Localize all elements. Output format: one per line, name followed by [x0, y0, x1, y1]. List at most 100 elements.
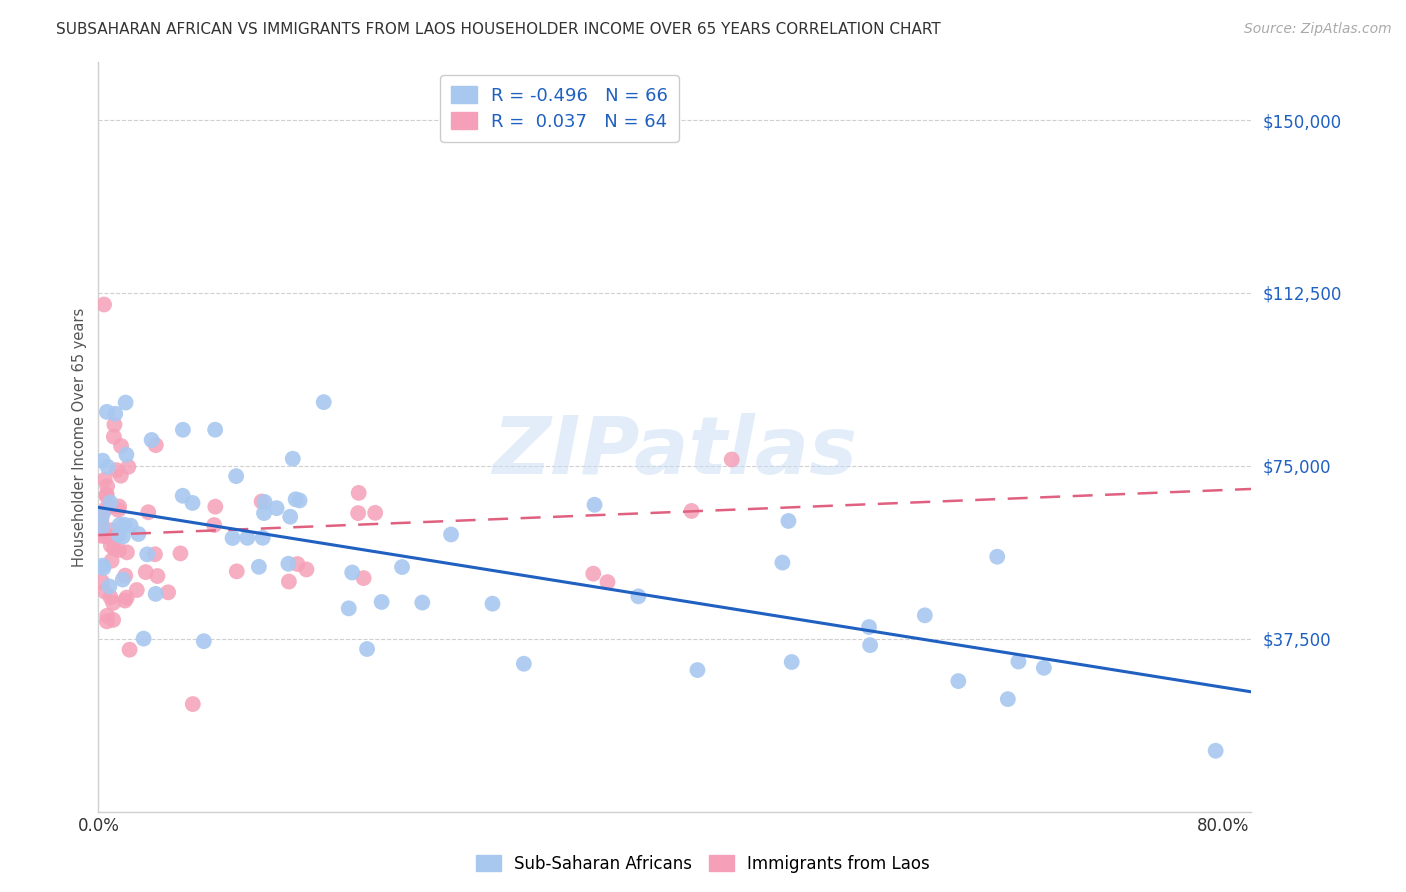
Point [340, 566, 363, 580]
Point [96, 615, 118, 629]
Point [96, 487, 118, 501]
Point [172, 489, 194, 503]
Point [107, 503, 129, 517]
Point [681, 504, 703, 518]
Point [948, 674, 970, 689]
Point [1007, 655, 1029, 669]
Point [103, 417, 125, 432]
Point [125, 582, 148, 597]
Point [94, 473, 117, 487]
Point [98, 579, 121, 593]
Legend: R = -0.496   N = 66, R =  0.037   N = 64: R = -0.496 N = 66, R = 0.037 N = 64 [440, 75, 679, 142]
Point [90, 574, 112, 589]
Point [136, 547, 159, 561]
Point [146, 569, 169, 583]
Point [169, 546, 191, 560]
Point [513, 657, 536, 671]
Point [770, 556, 793, 570]
Point [287, 557, 309, 571]
Point [108, 543, 131, 558]
Point [94, 584, 117, 599]
Point [337, 601, 360, 615]
Point [181, 496, 204, 510]
Point [411, 596, 433, 610]
Point [114, 593, 136, 607]
Point [96, 405, 118, 419]
Point [627, 590, 650, 604]
Point [250, 494, 273, 508]
Point [481, 597, 503, 611]
Point [101, 523, 124, 537]
Point [247, 559, 270, 574]
Point [114, 568, 136, 582]
Point [266, 501, 288, 516]
Point [114, 517, 136, 532]
Point [225, 469, 247, 483]
Point [94, 501, 117, 516]
Point [253, 495, 276, 509]
Point [997, 692, 1019, 706]
Point [193, 634, 215, 648]
Point [91, 524, 114, 538]
Point [91, 558, 114, 573]
Point [157, 585, 180, 599]
Point [347, 486, 370, 500]
Point [204, 500, 226, 514]
Point [356, 642, 378, 657]
Point [252, 531, 274, 545]
Point [90, 513, 112, 527]
Point [96, 608, 118, 623]
Point [107, 528, 129, 542]
Point [108, 500, 131, 514]
Point [720, 452, 742, 467]
Point [91, 453, 114, 467]
Point [120, 518, 142, 533]
Point [281, 451, 304, 466]
Point [91, 519, 114, 533]
Point [90, 510, 112, 524]
Point [288, 493, 311, 508]
Point [115, 591, 138, 605]
Point [204, 423, 226, 437]
Point [110, 468, 132, 483]
Point [100, 591, 122, 605]
Point [236, 531, 259, 545]
Point [583, 498, 606, 512]
Point [253, 506, 276, 520]
Point [277, 574, 299, 589]
Point [97, 459, 120, 474]
Point [1032, 661, 1054, 675]
Point [105, 463, 128, 477]
Point [127, 527, 149, 541]
Point [1205, 744, 1227, 758]
Point [202, 518, 225, 533]
Point [596, 575, 619, 590]
Point [118, 642, 141, 657]
Point [96, 529, 118, 543]
Point [859, 638, 882, 652]
Point [108, 518, 131, 533]
Point [93, 561, 115, 575]
Point [347, 506, 370, 520]
Point [353, 571, 375, 585]
Point [90, 516, 112, 531]
Point [582, 566, 605, 581]
Point [143, 547, 166, 561]
Point [780, 655, 803, 669]
Legend: Sub-Saharan Africans, Immigrants from Laos: Sub-Saharan Africans, Immigrants from La… [470, 848, 936, 880]
Y-axis label: Householder Income Over 65 years: Householder Income Over 65 years [72, 308, 87, 566]
Point [101, 596, 124, 610]
Point [391, 560, 413, 574]
Point [93, 529, 115, 543]
Point [284, 492, 307, 507]
Point [778, 514, 800, 528]
Point [181, 697, 204, 711]
Point [101, 613, 124, 627]
Point [114, 395, 136, 409]
Point [115, 545, 138, 559]
Point [221, 531, 243, 545]
Point [100, 554, 122, 568]
Point [111, 530, 134, 544]
Point [145, 438, 167, 452]
Point [686, 663, 709, 677]
